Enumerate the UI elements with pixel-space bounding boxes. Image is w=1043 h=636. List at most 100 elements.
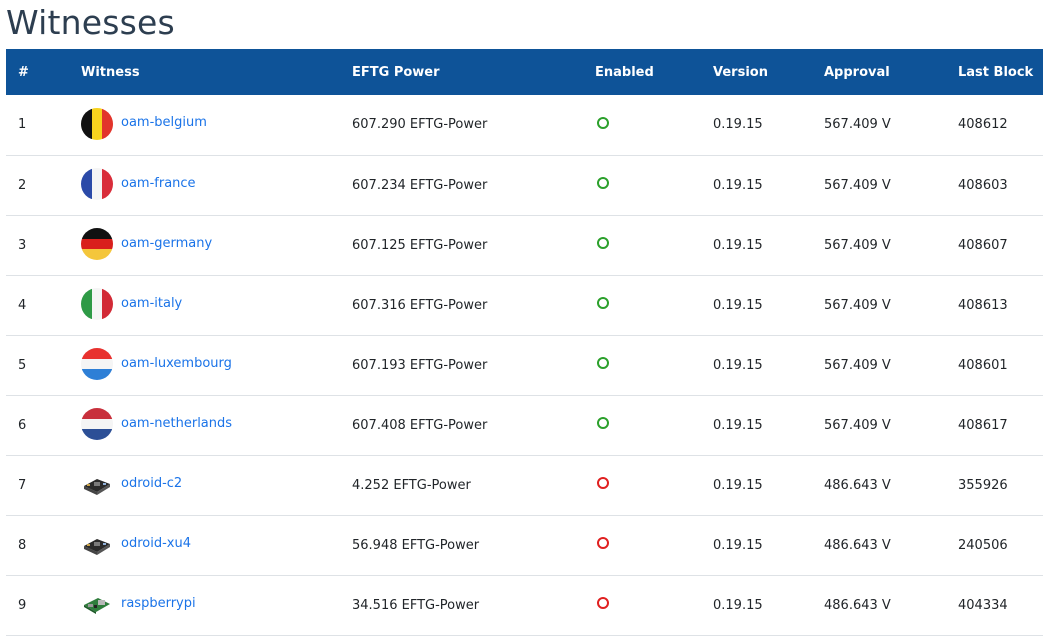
enabled-cell <box>583 455 701 515</box>
last-block-cell: 408617 <box>958 417 1008 433</box>
witness-link[interactable]: oam-belgium <box>121 115 207 131</box>
witness-cell: oam-italy <box>69 275 340 335</box>
power-cell: 607.290 EFTG-Power <box>352 117 488 133</box>
version-cell: 0.19.15 <box>713 117 763 133</box>
power-cell: 607.193 EFTG-Power <box>352 357 488 373</box>
table-row: 5 oam-luxembourg 607.193 EFTG-Power 0.19.15… <box>6 335 1043 395</box>
approval-cell: 567.409 V <box>824 117 891 133</box>
last-block-cell: 408612 <box>958 117 1008 133</box>
witness-link[interactable]: oam-netherlands <box>121 415 233 431</box>
table-row: 9 raspberrypi 34.516 EFTG-Power 0.19.15 486.… <box>6 575 1043 635</box>
table-row: 6 oam-netherlands 607.408 EFTG-Power 0.19.1… <box>6 395 1043 455</box>
witness-cell: odroid-c2 <box>69 455 340 515</box>
column-header-power[interactable]: EFTG Power <box>352 64 440 80</box>
power-cell: 607.316 EFTG-Power <box>352 297 488 313</box>
power-cell: 607.408 EFTG-Power <box>352 417 488 433</box>
approval-cell: 567.409 V <box>824 177 891 193</box>
last-block-cell: 408613 <box>958 297 1008 313</box>
enabled-cell <box>583 335 701 395</box>
table-row: 2 oam-france 607.234 EFTG-Power 0.19.15 567.… <box>6 155 1043 215</box>
power-cell: 607.234 EFTG-Power <box>352 177 488 193</box>
flag-italy-icon <box>81 288 113 320</box>
version-cell: 0.19.15 <box>713 357 763 373</box>
enabled-cell <box>583 395 701 455</box>
approval-cell: 567.409 V <box>824 237 891 253</box>
column-header-rank[interactable]: # <box>18 64 29 80</box>
witness-link[interactable]: oam-germany <box>121 235 213 251</box>
last-block-cell: 408603 <box>958 177 1008 193</box>
table-body: 1 oam-belgium 607.290 EFTG-Power 0.19.15 567… <box>6 95 1043 635</box>
column-header-version[interactable]: Version <box>713 64 768 80</box>
witness-link[interactable]: oam-italy <box>121 295 183 311</box>
column-header-enabled[interactable]: Enabled <box>595 64 654 80</box>
rank-cell: 6 <box>18 417 27 433</box>
witness-cell: oam-germany <box>69 215 340 275</box>
witness-cell: oam-luxembourg <box>69 335 340 395</box>
last-block-cell: 408601 <box>958 357 1008 373</box>
witness-cell: oam-france <box>69 155 340 215</box>
rank-cell: 1 <box>18 117 27 133</box>
last-block-cell: 355926 <box>958 477 1008 493</box>
disabled-status-icon <box>597 597 609 609</box>
approval-cell: 567.409 V <box>824 357 891 373</box>
enabled-status-icon <box>597 357 609 369</box>
rank-cell: 5 <box>18 357 27 373</box>
witness-cell: raspberrypi <box>69 575 340 635</box>
power-cell: 607.125 EFTG-Power <box>352 237 488 253</box>
single-board-computer-icon <box>81 528 113 560</box>
enabled-cell <box>583 215 701 275</box>
table-row: 4 oam-italy 607.316 EFTG-Power 0.19.15 567.4… <box>6 275 1043 335</box>
enabled-cell <box>583 275 701 335</box>
enabled-cell <box>583 575 701 635</box>
enabled-status-icon <box>597 177 609 189</box>
witness-link[interactable]: odroid-xu4 <box>121 535 191 551</box>
rank-cell: 2 <box>18 177 27 193</box>
disabled-status-icon <box>597 537 609 549</box>
rank-cell: 3 <box>18 237 27 253</box>
flag-belgium-icon <box>81 107 113 140</box>
flag-luxembourg-icon <box>81 348 113 380</box>
version-cell: 0.19.15 <box>713 477 763 493</box>
witness-link[interactable]: odroid-c2 <box>121 475 183 491</box>
column-header-witness[interactable]: Witness <box>81 64 140 80</box>
column-header-last-block[interactable]: Last Block <box>958 64 1034 80</box>
column-header-approval[interactable]: Approval <box>824 64 890 80</box>
witness-link[interactable]: oam-luxembourg <box>121 355 232 371</box>
approval-cell: 567.409 V <box>824 297 891 313</box>
witness-link[interactable]: oam-france <box>121 175 196 191</box>
approval-cell: 567.409 V <box>824 417 891 433</box>
witness-link[interactable]: raspberrypi <box>121 595 196 611</box>
table-row: 1 oam-belgium 607.290 EFTG-Power 0.19.15 567… <box>6 95 1043 155</box>
disabled-status-icon <box>597 477 609 489</box>
power-cell: 34.516 EFTG-Power <box>352 597 480 613</box>
raspberry-pi-board-icon <box>81 588 113 620</box>
table-header: # Witness EFTG Power Enabled Version App… <box>6 49 1043 95</box>
version-cell: 0.19.15 <box>713 537 763 553</box>
version-cell: 0.19.15 <box>713 237 763 253</box>
witness-table: # Witness EFTG Power Enabled Version App… <box>6 49 1043 636</box>
rank-cell: 7 <box>18 477 27 493</box>
witness-cell: oam-belgium <box>69 95 340 155</box>
enabled-cell <box>583 95 701 155</box>
enabled-cell <box>583 155 701 215</box>
last-block-cell: 240506 <box>958 537 1008 553</box>
table-row: 8 odroid-xu4 56.948 EFTG-Power 0.19.15 486.6… <box>6 515 1043 575</box>
enabled-status-icon <box>597 116 609 129</box>
version-cell: 0.19.15 <box>713 597 763 613</box>
rank-cell: 9 <box>18 597 27 613</box>
version-cell: 0.19.15 <box>713 417 763 433</box>
rank-cell: 4 <box>18 297 27 313</box>
witness-cell: oam-netherlands <box>69 395 340 455</box>
flag-germany-icon <box>81 228 113 260</box>
table-row: 7 odroid-c2 4.252 EFTG-Power 0.19.15 486.643… <box>6 455 1043 515</box>
approval-cell: 486.643 V <box>824 537 891 553</box>
witness-cell: odroid-xu4 <box>69 515 340 575</box>
last-block-cell: 404334 <box>958 597 1008 613</box>
enabled-status-icon <box>597 417 609 429</box>
flag-netherlands-icon <box>81 408 113 440</box>
enabled-cell <box>583 515 701 575</box>
single-board-computer-icon <box>81 468 113 500</box>
version-cell: 0.19.15 <box>713 177 763 193</box>
power-cell: 4.252 EFTG-Power <box>352 477 471 493</box>
power-cell: 56.948 EFTG-Power <box>352 537 480 553</box>
